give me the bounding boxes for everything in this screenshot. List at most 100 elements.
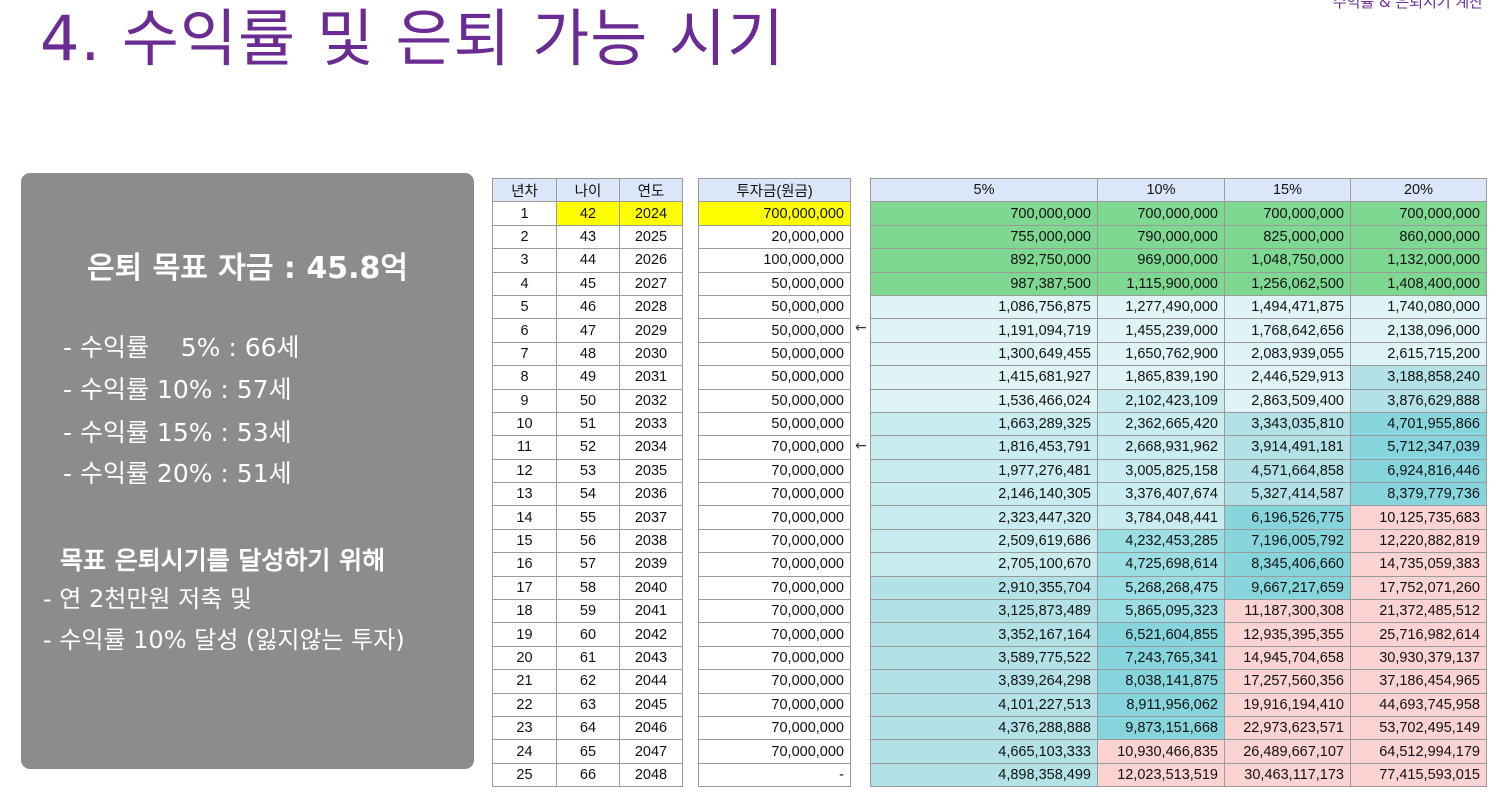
- year-index-cell: 20: [492, 645, 557, 671]
- balance-cell: 1,086,756,875: [870, 294, 1098, 320]
- balance-cell: 1,977,276,481: [870, 458, 1098, 484]
- investment-cell: 70,000,000: [698, 482, 851, 507]
- table-row: 2,705,100,670 4,725,698,614 8,345,406,660 1…: [870, 552, 1487, 577]
- table-row: 1,086,756,875 1,277,490,000 1,494,471,875 1…: [870, 294, 1487, 320]
- table-row: 50,000,000: [698, 294, 851, 320]
- header-nyeoncha: 년차: [492, 177, 557, 203]
- balance-cell: 700,000,000: [870, 201, 1098, 226]
- age-cell: 48: [556, 341, 620, 367]
- table-row: 50,000,000: [698, 365, 851, 390]
- balance-cell: 4,101,227,513: [870, 692, 1098, 717]
- table-row: 1,977,276,481 3,005,825,158 4,571,664,858 6…: [870, 458, 1487, 484]
- balance-cell: 53,702,495,149: [1350, 715, 1487, 741]
- year-index-cell: 25: [492, 762, 557, 788]
- year-cell: 2024: [619, 201, 683, 226]
- balance-cell: 44,693,745,958: [1350, 692, 1487, 717]
- table-row: 10 51 2033: [492, 411, 683, 437]
- table-row: 7 48 2030: [492, 341, 683, 367]
- table-row: 100,000,000: [698, 248, 851, 273]
- table-row: 892,750,000 969,000,000 1,048,750,000 1,132…: [870, 248, 1487, 273]
- investment-cell: 50,000,000: [698, 271, 851, 296]
- balance-cell: 1,191,094,719: [870, 318, 1098, 343]
- balance-cell: 700,000,000: [1350, 201, 1487, 226]
- balance-cell: 1,816,453,791: [870, 435, 1098, 460]
- table-row: 70,000,000: [698, 692, 851, 717]
- year-index-cell: 13: [492, 482, 557, 507]
- table-row: 70,000,000: [698, 575, 851, 601]
- balance-cell: 892,750,000: [870, 248, 1098, 273]
- balance-cell: 2,102,423,109: [1097, 388, 1225, 413]
- year-index-cell: 5: [492, 294, 557, 320]
- age-cell: 57: [556, 552, 620, 577]
- year-cell: 2047: [619, 739, 683, 764]
- age-cell: 50: [556, 388, 620, 413]
- balance-cell: 1,048,750,000: [1224, 248, 1351, 273]
- balance-cell: 14,735,059,383: [1350, 552, 1487, 577]
- investment-cell: 70,000,000: [698, 645, 851, 671]
- table-row: 1,816,453,791 2,668,931,962 3,914,491,181 5…: [870, 435, 1487, 460]
- year-index-cell: 18: [492, 599, 557, 624]
- balance-cell: 12,220,882,819: [1350, 528, 1487, 554]
- balance-cell: 2,910,355,704: [870, 575, 1098, 601]
- balance-cell: 2,509,619,686: [870, 528, 1098, 554]
- table-row: 4,101,227,513 8,911,956,062 19,916,194,410…: [870, 692, 1487, 717]
- balance-cell: 7,243,765,341: [1097, 645, 1225, 671]
- age-cell: 47: [556, 318, 620, 343]
- table-row: 70,000,000: [698, 435, 851, 460]
- year-index-cell: 15: [492, 528, 557, 554]
- table-row: 70,000,000: [698, 645, 851, 671]
- balance-cell: 4,232,453,285: [1097, 528, 1225, 554]
- balance-cell: 5,327,414,587: [1224, 482, 1351, 507]
- year-index-cell: 21: [492, 669, 557, 694]
- balance-cell: 12,023,513,519: [1097, 762, 1225, 788]
- balance-cell: 6,521,604,855: [1097, 622, 1225, 647]
- year-index-cell: 24: [492, 739, 557, 764]
- table-row: 1,663,289,325 2,362,665,420 3,343,035,810 4…: [870, 411, 1487, 437]
- table-row: 4 45 2027: [492, 271, 683, 296]
- balance-cell: 30,463,117,173: [1224, 762, 1351, 788]
- balance-cell: 3,589,775,522: [870, 645, 1098, 671]
- balance-cell: 1,455,239,000: [1097, 318, 1225, 343]
- header-age: 나이: [556, 177, 620, 203]
- balance-cell: 4,571,664,858: [1224, 458, 1351, 484]
- balance-cell: 2,146,140,305: [870, 482, 1098, 507]
- year-cell: 2030: [619, 341, 683, 367]
- balance-cell: 5,268,268,475: [1097, 575, 1225, 601]
- balance-cell: 5,712,347,039: [1350, 435, 1487, 460]
- table-row: 5 46 2028: [492, 294, 683, 320]
- balance-cell: 2,615,715,200: [1350, 341, 1487, 367]
- investment-cell: 70,000,000: [698, 669, 851, 694]
- age-year-table: 년차 나이 연도 1 42 2024 2 43 2025 3 44 2026 4 45 2027 5 46…: [492, 177, 683, 788]
- investment-cell: 50,000,000: [698, 365, 851, 390]
- table-row: 50,000,000: [698, 411, 851, 437]
- balance-cell: 3,005,825,158: [1097, 458, 1225, 484]
- table-row: 12 53 2035: [492, 458, 683, 484]
- balance-cell: 790,000,000: [1097, 224, 1225, 250]
- balance-cell: 3,876,629,888: [1350, 388, 1487, 413]
- balance-cell: 21,372,485,512: [1350, 599, 1487, 624]
- table-row: 14 55 2037: [492, 505, 683, 530]
- year-cell: 2038: [619, 528, 683, 554]
- table-row: 2,146,140,305 3,376,407,674 5,327,414,587 8…: [870, 482, 1487, 507]
- table-row: 70,000,000: [698, 599, 851, 624]
- table-row: 70,000,000: [698, 458, 851, 484]
- table-row: 21 62 2044: [492, 669, 683, 694]
- balance-cell: 3,376,407,674: [1097, 482, 1225, 507]
- balance-cell: 969,000,000: [1097, 248, 1225, 273]
- balance-cell: 3,125,873,489: [870, 599, 1098, 624]
- balance-cell: 1,115,900,000: [1097, 271, 1225, 296]
- balance-cell: 1,132,000,000: [1350, 248, 1487, 273]
- balance-cell: 11,187,300,308: [1224, 599, 1351, 624]
- investment-cell: 50,000,000: [698, 294, 851, 320]
- year-index-cell: 19: [492, 622, 557, 647]
- table-row: 19 60 2042: [492, 622, 683, 647]
- arrow-indicator: ←: [855, 438, 867, 454]
- header-rate-20: 20%: [1350, 177, 1487, 203]
- balance-cell: 12,935,395,355: [1224, 622, 1351, 647]
- age-cell: 54: [556, 482, 620, 507]
- balance-cell: 860,000,000: [1350, 224, 1487, 250]
- investment-cell: -: [698, 762, 851, 788]
- plan-condition: - 수익률 10% 달성 (잃지않는 투자): [43, 626, 405, 654]
- table-row: 987,387,500 1,115,900,000 1,256,062,500 1,4…: [870, 271, 1487, 296]
- investment-cell: 70,000,000: [698, 622, 851, 647]
